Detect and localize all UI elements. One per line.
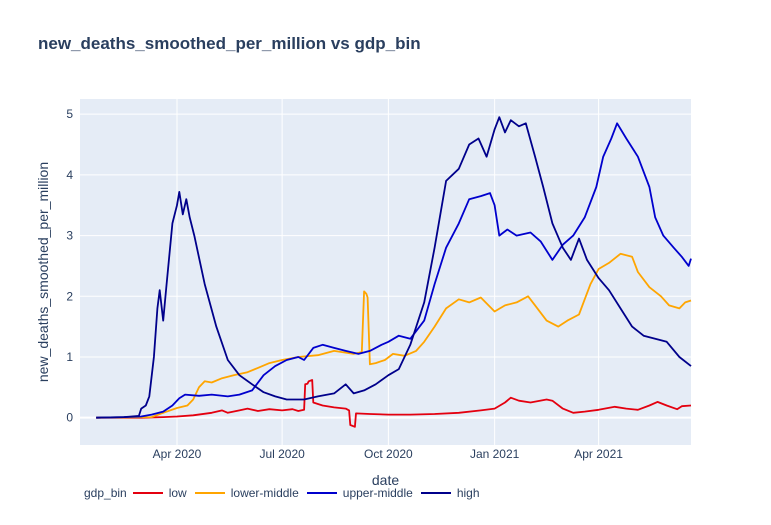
x-tick-label: Jan 2021 (470, 447, 520, 461)
legend-item-upper-middle[interactable]: upper-middle (306, 486, 413, 500)
series-line-lower-middle (96, 252, 692, 419)
x-tick-label: Oct 2020 (364, 447, 413, 461)
gridlines (80, 99, 691, 445)
legend-label: lower-middle (230, 486, 299, 500)
y-tick-label: 5 (66, 107, 73, 121)
series-line-low (96, 379, 692, 428)
legend-label: low (168, 486, 187, 500)
y-tick-label: 1 (66, 350, 73, 364)
y-axis-title: new_deaths_smoothed_per_million (35, 161, 51, 383)
x-tick-label: Apr 2020 (153, 447, 202, 461)
plot-area (80, 99, 691, 445)
x-axis-title: date (371, 472, 400, 488)
legend-swatch (306, 492, 337, 494)
legend-swatch (132, 492, 163, 494)
chart-title: new_deaths_smoothed_per_million vs gdp_b… (38, 34, 421, 53)
legend-label: upper-middle (342, 486, 413, 500)
y-tick-label: 2 (66, 289, 73, 303)
legend-label: high (456, 486, 480, 500)
x-tick-label: Apr 2021 (574, 447, 623, 461)
legend-swatch (194, 492, 225, 494)
legend-item-high[interactable]: high (420, 486, 480, 500)
legend-title: gdp_bin (84, 486, 127, 500)
y-tick-label: 0 (66, 411, 73, 425)
legend-item-low[interactable]: low (132, 486, 187, 500)
x-tick-label: Jul 2020 (259, 447, 305, 461)
legend-swatch (420, 492, 451, 494)
y-tick-label: 3 (66, 229, 73, 243)
y-tick-label: 4 (66, 168, 73, 182)
series-lines (96, 116, 692, 428)
series-line-high (96, 116, 692, 419)
legend-item-lower-middle[interactable]: lower-middle (194, 486, 299, 500)
tick-labels: 0 1 2 3 4 5 Apr 2020 Jul 2020 Oct 2020 Jan 2021 Ap… (66, 107, 623, 461)
legend: gdp_bin low lower-middle upper-middle high (84, 486, 488, 500)
series-line-upper-middle (96, 122, 692, 419)
